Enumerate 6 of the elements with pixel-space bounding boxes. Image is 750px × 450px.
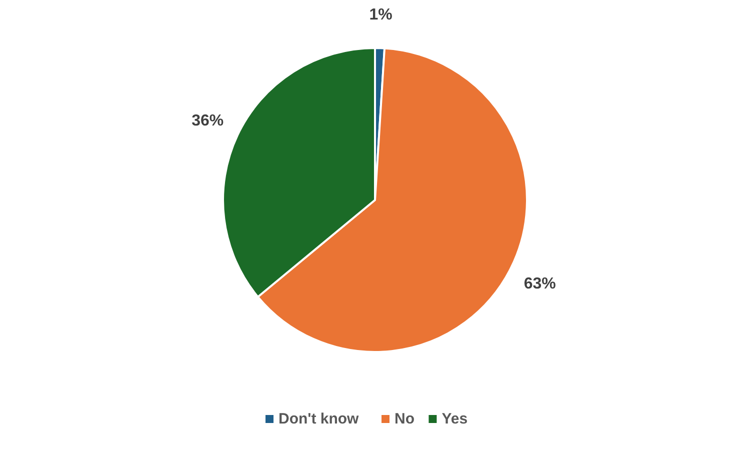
data-label: 63% bbox=[524, 275, 556, 292]
data-label: 36% bbox=[192, 112, 224, 130]
legend-label: No bbox=[394, 410, 414, 428]
legend-label: Don't know bbox=[278, 410, 360, 428]
legend-label: Yes bbox=[442, 410, 468, 428]
data-label: 1% bbox=[369, 6, 392, 24]
